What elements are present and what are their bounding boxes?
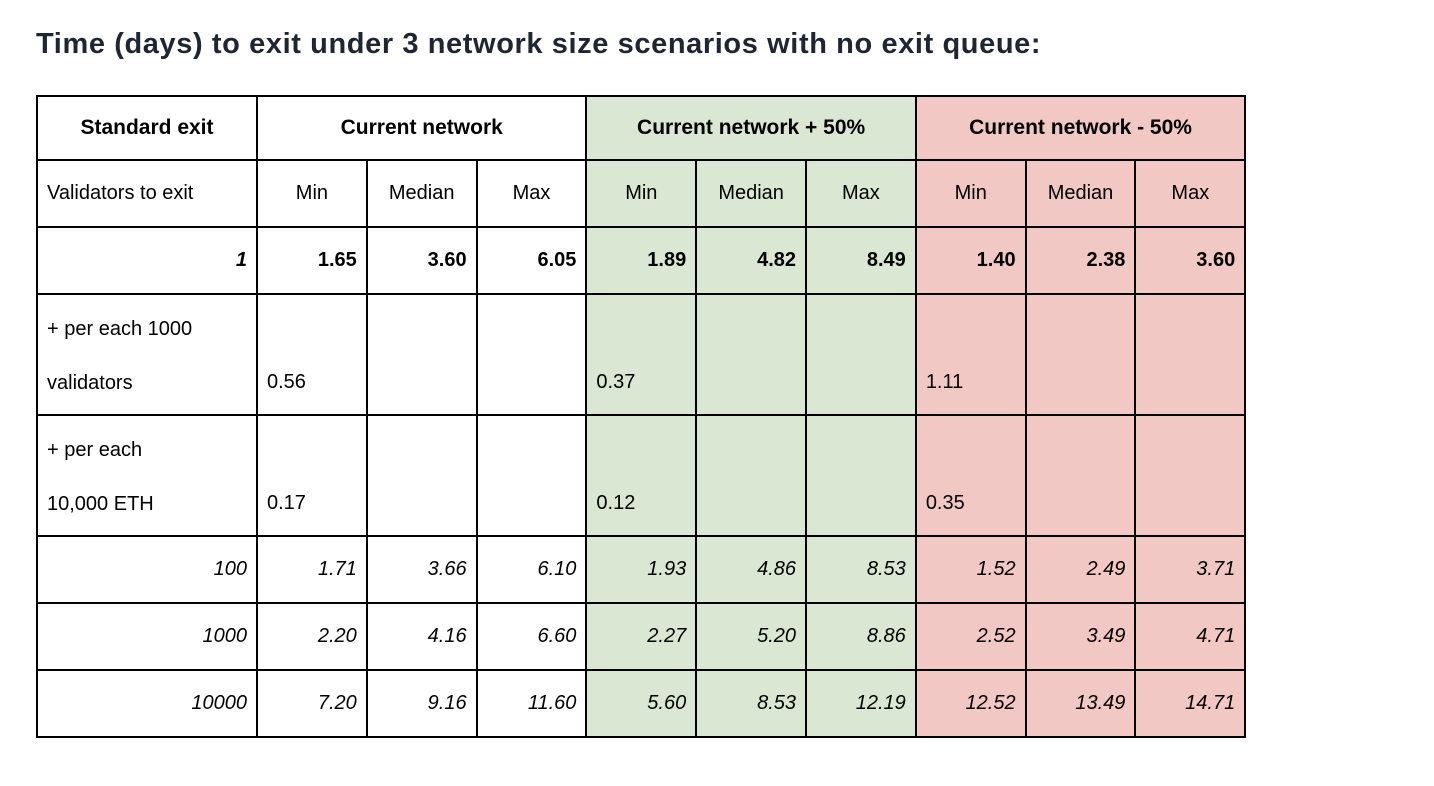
row-label: 10000 <box>36 669 258 738</box>
value-cell <box>1134 293 1247 416</box>
table-row: 100 1.71 3.66 6.10 1.93 4.86 8.53 1.52 2… <box>36 535 1247 604</box>
header-current-network-minus-50: Current network - 50% <box>914 95 1247 161</box>
col-header-median: Median <box>1024 159 1137 228</box>
value-cell: 5.20 <box>695 602 808 671</box>
value-cell: 0.17 <box>256 414 368 537</box>
value-cell: 1.89 <box>585 226 698 295</box>
table-header-row: Standard exit Current network Current ne… <box>36 95 1247 161</box>
value-cell: 0.35 <box>914 414 1027 537</box>
value-cell: 2.27 <box>585 602 698 671</box>
header-standard-exit: Standard exit <box>36 95 258 161</box>
value-cell <box>1024 293 1137 416</box>
value-cell: 0.56 <box>256 293 368 416</box>
value-cell: 6.60 <box>475 602 588 671</box>
value-cell: 8.49 <box>805 226 917 295</box>
header-current-network-plus-50: Current network + 50% <box>585 95 917 161</box>
value-cell: 8.53 <box>805 535 917 604</box>
col-header-median: Median <box>695 159 808 228</box>
subheader-validators-to-exit: Validators to exit <box>36 159 258 228</box>
value-cell: 1.40 <box>914 226 1027 295</box>
row-label: + per each 10,000 ETH <box>36 414 258 537</box>
row-label: + per each 1000 validators <box>36 293 258 416</box>
value-cell: 7.20 <box>256 669 368 738</box>
value-cell: 1.52 <box>914 535 1027 604</box>
table-subheader-row: Validators to exit Min Median Max Min Me… <box>36 159 1247 228</box>
row-label: 1 <box>36 226 258 295</box>
value-cell: 2.49 <box>1024 535 1137 604</box>
row-label: 1000 <box>36 602 258 671</box>
value-cell <box>805 414 917 537</box>
value-cell: 12.19 <box>805 669 917 738</box>
value-cell: 1.11 <box>914 293 1027 416</box>
table-row: + per each 1000 validators 0.56 0.37 1.1… <box>36 293 1247 416</box>
col-header-max: Max <box>475 159 588 228</box>
value-cell <box>1134 414 1247 537</box>
value-cell: 4.71 <box>1134 602 1247 671</box>
value-cell: 1.71 <box>256 535 368 604</box>
value-cell: 3.60 <box>1134 226 1247 295</box>
value-cell: 4.82 <box>695 226 808 295</box>
value-cell <box>475 293 588 416</box>
value-cell: 2.52 <box>914 602 1027 671</box>
value-cell: 3.60 <box>365 226 478 295</box>
value-cell: 11.60 <box>475 669 588 738</box>
value-cell: 6.10 <box>475 535 588 604</box>
value-cell: 0.37 <box>585 293 698 416</box>
col-header-min: Min <box>914 159 1027 228</box>
table-row: 1000 2.20 4.16 6.60 2.27 5.20 8.86 2.52 … <box>36 602 1247 671</box>
value-cell: 2.38 <box>1024 226 1137 295</box>
value-cell <box>695 293 808 416</box>
table-row: + per each 10,000 ETH 0.17 0.12 0.35 <box>36 414 1247 537</box>
value-cell <box>1024 414 1137 537</box>
value-cell: 3.49 <box>1024 602 1137 671</box>
page-title: Time (days) to exit under 3 network size… <box>36 28 1042 60</box>
value-cell: 1.93 <box>585 535 698 604</box>
value-cell: 12.52 <box>914 669 1027 738</box>
value-cell: 14.71 <box>1134 669 1247 738</box>
row-label: 100 <box>36 535 258 604</box>
col-header-min: Min <box>585 159 698 228</box>
table-row: 1 1.65 3.60 6.05 1.89 4.82 8.49 1.40 2.3… <box>36 226 1247 295</box>
value-cell <box>365 293 478 416</box>
header-current-network: Current network <box>255 95 588 161</box>
value-cell: 1.65 <box>256 226 368 295</box>
exit-time-table: Standard exit Current network Current ne… <box>36 95 1247 738</box>
value-cell: 6.05 <box>475 226 588 295</box>
value-cell <box>695 414 808 537</box>
value-cell <box>475 414 588 537</box>
value-cell <box>805 293 917 416</box>
col-header-min: Min <box>256 159 368 228</box>
value-cell <box>365 414 478 537</box>
value-cell: 3.66 <box>365 535 478 604</box>
value-cell: 4.86 <box>695 535 808 604</box>
col-header-median: Median <box>365 159 478 228</box>
table-row: 10000 7.20 9.16 11.60 5.60 8.53 12.19 12… <box>36 669 1247 738</box>
value-cell: 8.53 <box>695 669 808 738</box>
col-header-max: Max <box>805 159 917 228</box>
value-cell: 3.71 <box>1134 535 1247 604</box>
value-cell: 2.20 <box>256 602 368 671</box>
value-cell: 0.12 <box>585 414 698 537</box>
value-cell: 13.49 <box>1024 669 1137 738</box>
value-cell: 5.60 <box>585 669 698 738</box>
value-cell: 9.16 <box>365 669 478 738</box>
value-cell: 4.16 <box>365 602 478 671</box>
col-header-max: Max <box>1134 159 1247 228</box>
value-cell: 8.86 <box>805 602 917 671</box>
